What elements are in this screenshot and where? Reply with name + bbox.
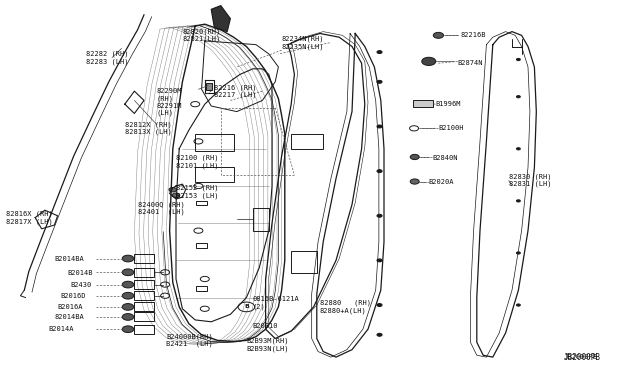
Text: B20B10: B20B10 — [253, 323, 278, 328]
Text: 82830 (RH)
82831 (LH): 82830 (RH) 82831 (LH) — [509, 173, 551, 187]
Text: 82216B: 82216B — [461, 32, 486, 38]
Text: 82100 (RH)
82101 (LH): 82100 (RH) 82101 (LH) — [176, 155, 218, 169]
Text: B2100H: B2100H — [438, 125, 464, 131]
Text: 82216 (RH)
82217 (LH): 82216 (RH) 82217 (LH) — [214, 84, 257, 98]
Text: B2014A: B2014A — [48, 326, 74, 332]
Bar — [134, 268, 154, 277]
Text: B2430: B2430 — [70, 282, 92, 288]
Text: 82234N(RH)
82235N(LH): 82234N(RH) 82235N(LH) — [282, 36, 324, 50]
Circle shape — [410, 179, 419, 184]
Text: B2016D: B2016D — [61, 293, 86, 299]
Circle shape — [516, 252, 520, 254]
Text: B2840N: B2840N — [432, 155, 458, 161]
Text: 82290M
(RH)
82291M
(LH): 82290M (RH) 82291M (LH) — [157, 88, 182, 116]
Circle shape — [377, 214, 382, 217]
Circle shape — [122, 281, 134, 288]
Bar — [413, 100, 433, 107]
Text: B2014BA: B2014BA — [54, 256, 84, 262]
Circle shape — [410, 154, 419, 160]
Text: B2014B: B2014B — [67, 270, 93, 276]
Circle shape — [422, 57, 436, 65]
Text: 0816B-6121A
(2): 0816B-6121A (2) — [253, 296, 300, 310]
Bar — [206, 83, 212, 90]
Text: 82812X (RH)
82813X (LH): 82812X (RH) 82813X (LH) — [125, 121, 172, 135]
Bar — [134, 302, 154, 311]
Circle shape — [122, 326, 134, 333]
Text: B2874N: B2874N — [458, 60, 483, 66]
Text: B24000B(RH)
B2421  (LH): B24000B(RH) B2421 (LH) — [166, 333, 213, 347]
Circle shape — [122, 269, 134, 276]
Circle shape — [377, 333, 382, 336]
Text: 82400Q (RH)
82401  (LH): 82400Q (RH) 82401 (LH) — [138, 201, 184, 215]
Circle shape — [516, 200, 520, 202]
Text: B2B93M(RH)
B2B93N(LH): B2B93M(RH) B2B93N(LH) — [246, 338, 289, 352]
Circle shape — [377, 80, 382, 83]
Polygon shape — [211, 6, 230, 32]
Circle shape — [516, 304, 520, 306]
Bar — [291, 251, 317, 273]
Circle shape — [122, 314, 134, 320]
Circle shape — [516, 148, 520, 150]
Circle shape — [169, 187, 177, 192]
Bar — [134, 254, 154, 263]
Circle shape — [377, 51, 382, 54]
Circle shape — [516, 96, 520, 98]
Text: B1996M: B1996M — [435, 101, 461, 107]
Bar — [134, 280, 154, 289]
Text: B2016A: B2016A — [58, 304, 83, 310]
Circle shape — [377, 304, 382, 307]
Circle shape — [377, 125, 382, 128]
Text: B: B — [244, 304, 249, 310]
Text: 82014BA: 82014BA — [54, 314, 84, 320]
Circle shape — [377, 170, 382, 173]
Text: JB2000PB: JB2000PB — [563, 353, 600, 362]
Bar — [196, 201, 207, 205]
Circle shape — [377, 259, 382, 262]
Text: B2020A: B2020A — [429, 179, 454, 185]
Text: JB2000PB: JB2000PB — [563, 354, 597, 360]
Bar — [134, 291, 154, 300]
Bar — [196, 286, 207, 291]
Bar — [196, 243, 207, 248]
Bar — [291, 134, 323, 149]
Bar — [134, 325, 154, 334]
Circle shape — [122, 255, 134, 262]
Bar — [195, 167, 234, 182]
Text: 82880   (RH)
82880+A(LH): 82880 (RH) 82880+A(LH) — [320, 300, 371, 314]
Text: 82152 (RH)
82153 (LH): 82152 (RH) 82153 (LH) — [176, 185, 218, 199]
Text: 82816X (RH)
82817X (LH): 82816X (RH) 82817X (LH) — [6, 211, 53, 225]
Circle shape — [172, 193, 180, 198]
Bar — [253, 208, 269, 231]
Text: 82820(RH)
82821(LH): 82820(RH) 82821(LH) — [182, 28, 221, 42]
Bar — [195, 134, 234, 151]
Circle shape — [122, 292, 134, 299]
Circle shape — [516, 58, 520, 61]
Circle shape — [433, 32, 444, 38]
Text: 82282 (RH)
82283 (LH): 82282 (RH) 82283 (LH) — [86, 51, 129, 65]
Circle shape — [122, 304, 134, 310]
Bar — [134, 312, 154, 321]
